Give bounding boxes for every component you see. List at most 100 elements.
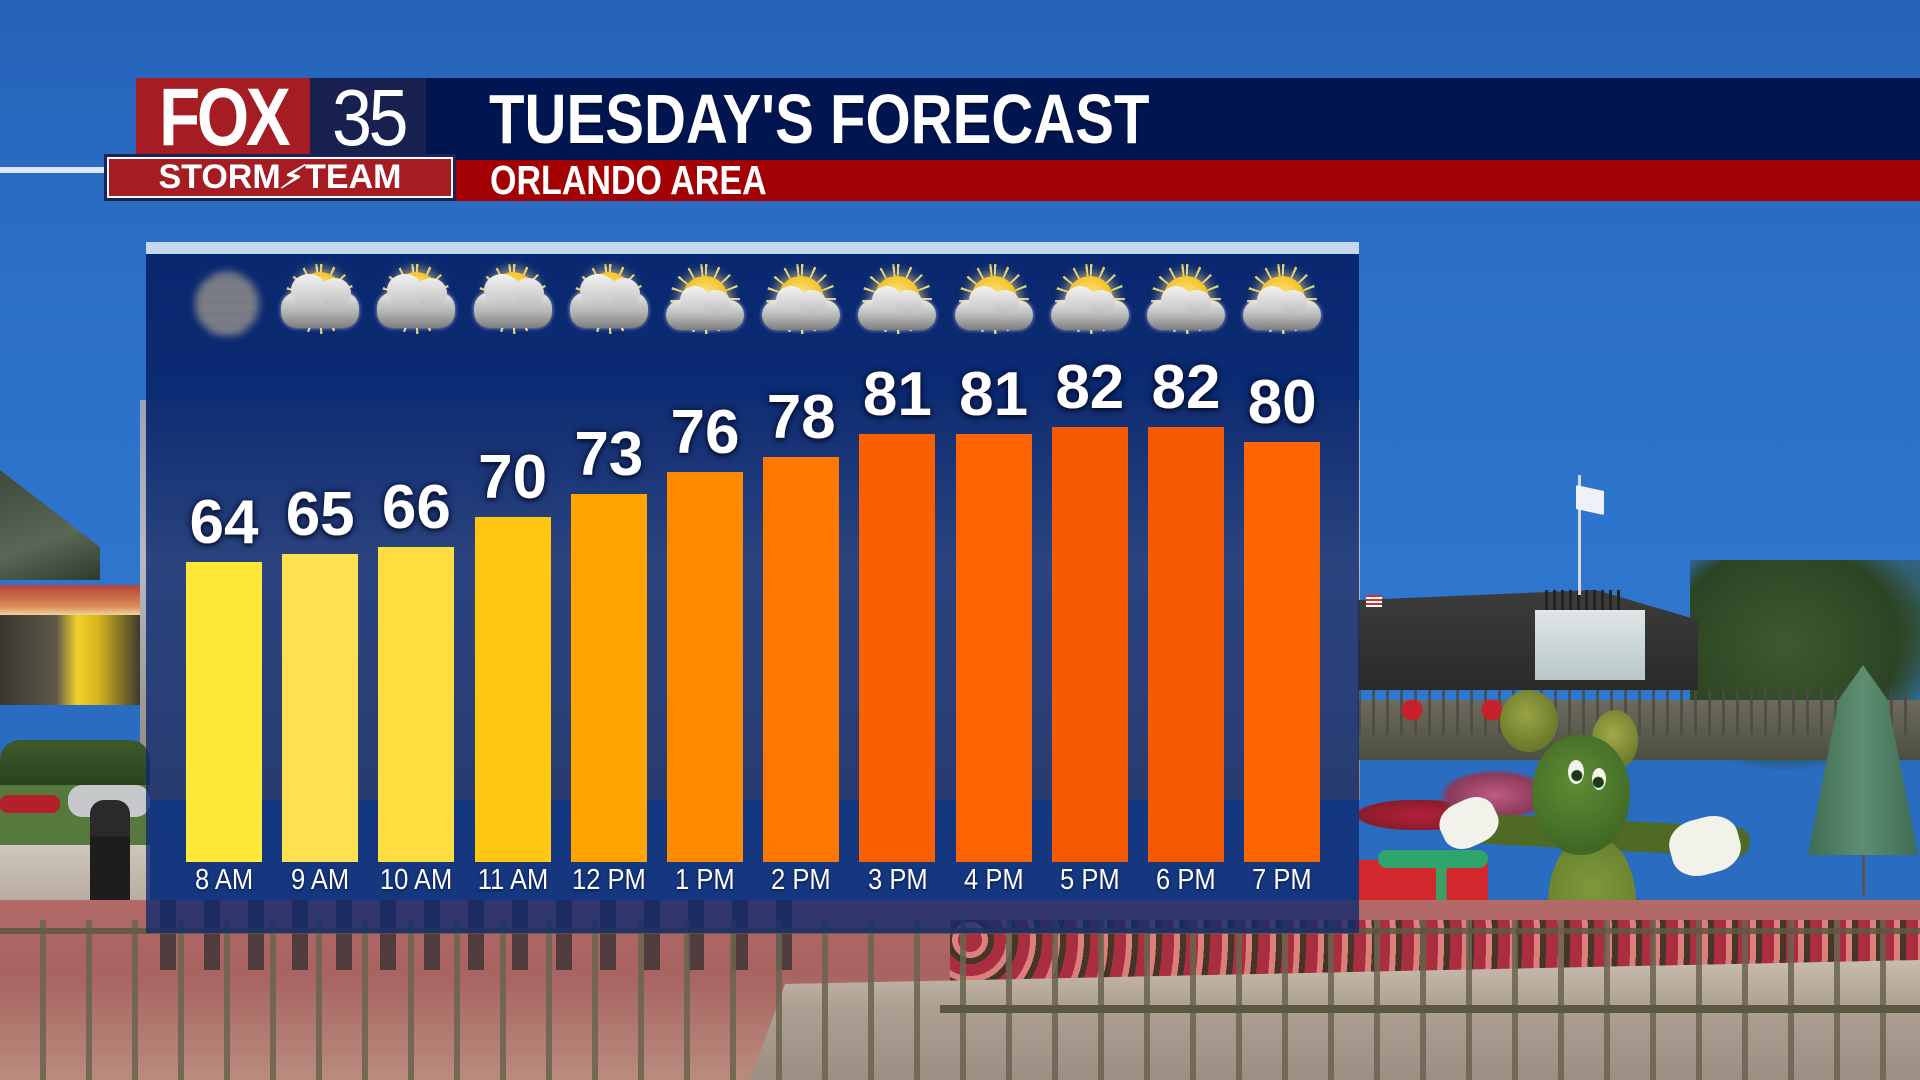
temperature-value: 66 — [381, 473, 451, 542]
mostly-cloudy-icon — [371, 262, 461, 342]
temperature-bar — [1244, 442, 1321, 862]
storm-team-badge: STORM⚡︎TEAM — [104, 154, 456, 201]
train-car — [0, 615, 140, 705]
temperature-value: 70 — [478, 443, 548, 512]
time-label-text: 9 AM — [291, 864, 350, 896]
partly-cloudy-icon — [949, 262, 1039, 342]
temperature-bar — [1148, 427, 1224, 862]
mostly-cloudy-icon — [468, 262, 558, 342]
cloud-glyph — [281, 274, 360, 328]
time-label-text: 3 PM — [867, 864, 928, 896]
station-tower — [1535, 610, 1645, 680]
umbrella-pole — [1862, 855, 1865, 895]
train-awning — [0, 585, 140, 615]
topiary-eye — [1568, 760, 1584, 784]
temperature-bar — [474, 517, 551, 862]
roof-cresting — [1545, 590, 1625, 610]
time-label-text: 11 AM — [477, 864, 548, 896]
time-label: 8 AM — [169, 862, 279, 898]
temperature-bar — [763, 457, 840, 862]
subtitle-bar — [456, 160, 1920, 201]
time-label: 7 PM — [1227, 862, 1337, 898]
time-label: 2 PM — [746, 862, 856, 898]
partly-cloudy-icon — [756, 262, 846, 342]
fog-icon — [179, 262, 269, 342]
time-label-text: 6 PM — [1156, 864, 1216, 896]
front-fence — [0, 920, 1920, 1080]
fox-logo-text: FOX — [158, 78, 291, 156]
temperature-value: 65 — [285, 480, 355, 549]
temperature-value: 82 — [1151, 353, 1221, 422]
time-label-text: 12 PM — [571, 864, 646, 896]
time-label: 4 PM — [939, 862, 1049, 898]
topiary-glove-right — [1663, 809, 1747, 883]
partly-cloudy-icon — [852, 262, 942, 342]
temperature-value: 64 — [189, 488, 259, 557]
temperature-value: 73 — [574, 420, 644, 489]
flowerbed-red — [0, 795, 60, 813]
time-label: 12 PM — [554, 862, 664, 898]
temperature-bar — [667, 472, 743, 862]
channel-number: 35 — [310, 78, 426, 156]
temperature-value: 78 — [766, 383, 836, 452]
time-label: 6 PM — [1131, 862, 1241, 898]
time-label: 11 AM — [458, 862, 568, 898]
cloud-glyph — [473, 274, 552, 328]
temperature-value: 81 — [959, 360, 1029, 429]
cloud-glyph — [569, 274, 648, 328]
temperature-bar — [859, 434, 936, 862]
storm-text: STORM — [158, 158, 281, 196]
page-title: TUESDAY'S FORECAST — [489, 80, 1150, 158]
location-subtitle: ORLANDO AREA — [490, 157, 767, 203]
time-label-text: 2 PM — [771, 864, 831, 896]
time-label: 1 PM — [650, 862, 760, 898]
temperature-value: 76 — [670, 398, 740, 467]
cloud-glyph — [858, 286, 937, 330]
temperature-bar — [282, 554, 359, 862]
time-label-text: 4 PM — [963, 864, 1024, 896]
time-label: 5 PM — [1035, 862, 1145, 898]
temperature-bar — [186, 562, 262, 862]
cloud-glyph — [666, 286, 744, 330]
time-label-text: 5 PM — [1060, 864, 1120, 896]
fence-rail — [940, 1005, 1920, 1013]
time-label: 10 AM — [361, 862, 471, 898]
temperature-bar — [1051, 427, 1128, 862]
temperature-value: 81 — [862, 360, 932, 429]
topiary-eye — [1592, 768, 1606, 790]
time-label: 3 PM — [842, 862, 952, 898]
hedge-left — [0, 740, 150, 785]
temperature-bar — [570, 494, 647, 862]
time-label-text: 8 AM — [194, 864, 254, 896]
temperature-bar — [378, 547, 455, 862]
cloud-glyph — [762, 286, 841, 330]
topiary-head — [1532, 735, 1630, 855]
time-label: 9 AM — [265, 862, 375, 898]
mostly-cloudy-icon — [564, 262, 654, 342]
cloud-glyph — [1147, 286, 1225, 330]
gift-bow — [1378, 850, 1488, 868]
topiary-ear-left — [1500, 690, 1558, 752]
partly-cloudy-icon — [1045, 262, 1135, 342]
station-canopy — [1358, 590, 1698, 690]
temperature-value: 82 — [1055, 353, 1125, 422]
storm-team-inner: STORM⚡︎TEAM — [107, 157, 453, 198]
time-label-text: 1 PM — [675, 864, 735, 896]
time-label-text: 10 AM — [380, 864, 453, 896]
title-bar — [425, 78, 1920, 160]
fox-logo: FOX — [136, 78, 310, 156]
channel-number-text: 35 — [331, 78, 408, 156]
panel-top-strip — [146, 242, 1359, 254]
cloud-glyph — [954, 286, 1033, 330]
flagpole — [1578, 475, 1581, 595]
partly-cloudy-icon — [1237, 262, 1327, 342]
time-label-text: 7 PM — [1252, 864, 1312, 896]
header-accent-line — [0, 167, 104, 173]
partly-cloudy-icon — [660, 262, 750, 342]
partly-cloudy-icon — [1141, 262, 1231, 342]
us-flag — [1366, 595, 1382, 607]
cloud-glyph — [1050, 286, 1129, 330]
cloud-glyph — [377, 274, 456, 328]
mostly-cloudy-icon — [275, 262, 365, 342]
fog-glyph — [195, 272, 259, 336]
